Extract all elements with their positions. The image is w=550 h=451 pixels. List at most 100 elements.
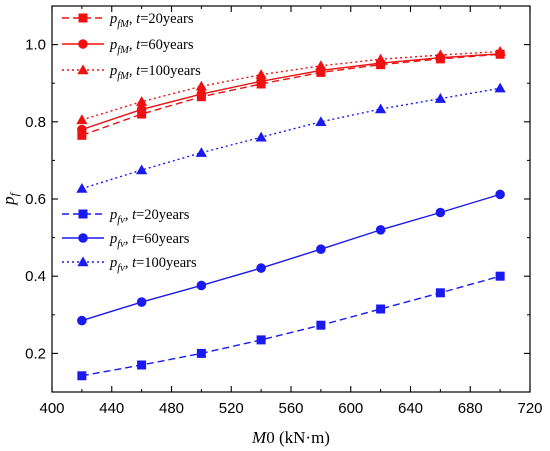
data-point: [136, 104, 147, 115]
data-point: [315, 116, 327, 126]
legend-entry: pfv, t=100years: [62, 255, 197, 274]
x-tick-label: 600: [338, 400, 363, 417]
legend-sep: ,: [125, 255, 132, 271]
x-axis-title-var: M: [251, 428, 267, 447]
legend-label: pfv, t=20years: [109, 207, 190, 226]
legend-sub: fM: [117, 71, 130, 82]
legend-label: pfv, t=100years: [109, 255, 197, 274]
x-tick-label: 680: [458, 400, 483, 417]
data-point: [77, 371, 87, 381]
plot-border: [51, 5, 531, 393]
series-layer: [76, 45, 506, 381]
data-point: [495, 189, 505, 200]
data-point: [136, 297, 147, 307]
legend-t-value: =20years: [140, 11, 194, 27]
data-point: [136, 164, 148, 175]
legend-sub: fv: [117, 239, 125, 250]
data-point: [195, 80, 207, 91]
legend-t: t: [136, 37, 141, 53]
legend-marker: [78, 13, 88, 23]
y-tick-label: 0.6: [25, 191, 46, 208]
legend-var: p: [109, 37, 117, 53]
data-point: [196, 89, 207, 99]
legend-entry: pfM, t=20years: [62, 11, 194, 30]
y-tick-label: 1.0: [25, 37, 46, 54]
x-tick-label: 520: [219, 400, 244, 417]
legend-t: t: [132, 207, 137, 223]
data-point: [256, 263, 266, 273]
legend-entry: pfM, t=60years: [62, 37, 194, 56]
data-point: [375, 225, 386, 235]
data-point: [77, 124, 87, 135]
legend-label: pfM, t=20years: [109, 11, 194, 30]
data-point: [494, 45, 506, 56]
legend-sep: ,: [129, 37, 136, 53]
legend-marker: [78, 39, 88, 49]
y-axis-title: pf: [0, 191, 21, 206]
legend-marker: [77, 64, 89, 75]
plot-frame: [51, 5, 531, 393]
data-point: [434, 93, 446, 103]
y-axis-title-var: p: [0, 196, 18, 206]
y-tick-label: 0.8: [25, 114, 46, 131]
data-point: [376, 304, 386, 314]
x-tick-label: 400: [39, 400, 64, 417]
legend-t-value: =100years: [136, 255, 197, 271]
legend-sep: ,: [129, 63, 136, 79]
legend-var: p: [109, 255, 117, 271]
data-point: [76, 182, 88, 193]
legend-sub: fM: [117, 19, 130, 30]
legend-var: p: [109, 11, 117, 27]
legend-var: p: [109, 63, 117, 79]
series-line: [81, 275, 501, 377]
series-line: [81, 193, 501, 322]
data-point: [76, 114, 88, 125]
legend-t: t: [136, 11, 141, 27]
legend-var: p: [109, 231, 117, 247]
legend-t-value: =100years: [140, 63, 201, 79]
series-blue-square: [77, 271, 505, 381]
data-point: [196, 348, 206, 358]
legend-t-value: =60years: [136, 231, 190, 247]
legend-sep: ,: [125, 231, 132, 247]
data-point: [375, 103, 387, 114]
legend-t: t: [132, 255, 137, 271]
x-tick-label: 640: [398, 400, 423, 417]
legend-entry: pfv, t=60years: [62, 231, 190, 250]
legend-sep: ,: [125, 207, 132, 223]
series-blue-circle: [77, 189, 505, 326]
x-axis-title: M0 (kN·m): [251, 428, 330, 447]
legend-marker: [77, 256, 89, 267]
data-point: [316, 244, 326, 254]
x-tick-label: 480: [159, 400, 184, 417]
legend-t: t: [136, 63, 141, 79]
series-blue-triangle: [76, 82, 506, 193]
x-tick-label: 560: [278, 400, 303, 417]
series-red-circle: [77, 49, 505, 135]
x-tick-label: 440: [99, 400, 124, 417]
legend-sub: fv: [117, 215, 125, 226]
y-tick-label: 0.4: [25, 268, 46, 285]
data-point: [316, 320, 326, 330]
y-tick-label: 0.2: [25, 345, 46, 362]
legend-label: pfM, t=60years: [109, 37, 194, 56]
data-point: [255, 69, 267, 79]
data-point: [196, 280, 207, 291]
series-line: [81, 53, 501, 136]
legend-marker: [78, 233, 88, 243]
legend-marker: [78, 209, 88, 219]
data-point: [375, 53, 387, 64]
data-point: [256, 335, 266, 345]
data-point: [195, 147, 207, 157]
series-red-triangle: [76, 45, 506, 125]
data-point: [136, 96, 148, 106]
legend-entry: pfv, t=20years: [62, 207, 190, 226]
data-point: [77, 130, 87, 140]
data-point: [435, 207, 446, 218]
legend-sub: fv: [117, 263, 125, 274]
legend-label: pfv, t=60years: [109, 231, 190, 250]
x-tick-label: 720: [517, 400, 542, 417]
y-axis: 0.2 0.4 0.6 0.8 1.0: [25, 5, 530, 393]
